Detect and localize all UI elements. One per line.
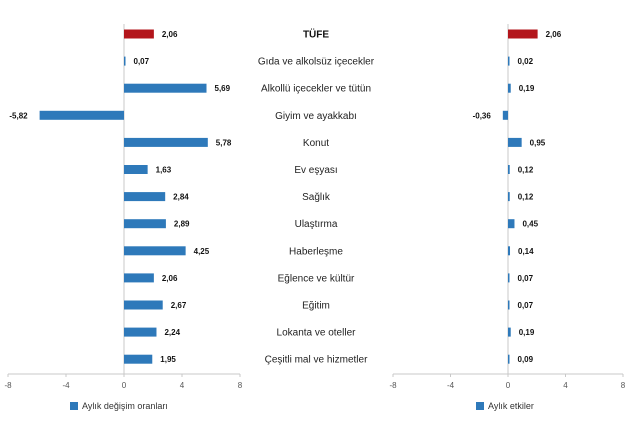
bar [124, 327, 157, 337]
bar [124, 29, 154, 39]
bar [124, 165, 148, 174]
bar [508, 354, 510, 364]
x-tick-label: 0 [122, 381, 127, 390]
data-label: 0,07 [134, 57, 150, 66]
data-label: 0,45 [522, 220, 538, 229]
x-tick-label: 8 [238, 381, 243, 390]
x-tick-label: -8 [4, 381, 12, 390]
data-label: 0,19 [519, 328, 535, 337]
bar [124, 137, 208, 147]
chart-right-panel: -8 -4 0 4 8 2,06 0,02 0,19 -0,36 0,95 0,12 0,12 0,45… [389, 24, 626, 390]
data-label: 0,12 [518, 193, 534, 202]
data-label: 0,02 [518, 57, 534, 66]
bar [124, 273, 154, 283]
x-tick-label: 4 [180, 381, 185, 390]
category-label: Giyim ve ayakkabı [275, 111, 357, 122]
legend-label: Aylık değişim oranları [82, 401, 168, 411]
bar [124, 56, 126, 66]
data-label: 0,07 [518, 301, 534, 310]
bar [508, 327, 511, 337]
category-label: Ulaştırma [295, 219, 338, 230]
x-tick-label: -4 [447, 381, 455, 390]
legend-swatch [476, 402, 484, 410]
bar [39, 110, 124, 120]
bar [508, 192, 510, 202]
bar [508, 29, 538, 39]
data-label: 0,14 [518, 247, 534, 256]
bar [508, 56, 510, 66]
data-label: 0,09 [518, 355, 534, 364]
data-label: 2,84 [173, 193, 189, 202]
bar [508, 219, 515, 229]
x-tick-label: -8 [389, 381, 397, 390]
data-label: 2,06 [546, 30, 562, 39]
data-label: 2,06 [162, 274, 178, 283]
bar [508, 273, 510, 283]
bar [124, 300, 163, 310]
category-label: Haberleşme [289, 246, 343, 257]
x-tick-label: 8 [621, 381, 626, 390]
data-label: 1,95 [160, 355, 176, 364]
x-tick-label: -4 [62, 381, 70, 390]
data-label: 5,78 [216, 138, 232, 147]
category-label: Gıda ve alkolsüz içecekler [258, 57, 375, 68]
x-tick-label: 0 [506, 381, 511, 390]
bar [124, 83, 207, 93]
data-label: 2,06 [162, 30, 178, 39]
data-label: 2,67 [171, 301, 187, 310]
category-label: TÜFE [303, 28, 329, 41]
data-label: 2,89 [174, 220, 190, 229]
category-label: Sağlık [302, 192, 331, 203]
chart-left-panel: -8 -4 0 4 8 2,06 0,07 5,69 -5,82 5,78 1,63 2,84 2,89… [4, 24, 243, 390]
category-label: Ev eşyası [294, 165, 337, 176]
bar [508, 300, 510, 310]
legend-label: Aylık etkiler [488, 401, 534, 411]
bar [124, 219, 166, 229]
data-label: 5,69 [215, 84, 231, 93]
category-labels: TÜFE Gıda ve alkolsüz içecekler Alkollü iç… [258, 28, 375, 366]
x-tick-label: 4 [563, 381, 568, 390]
data-label: 4,25 [194, 247, 210, 256]
data-label: 0,07 [518, 274, 534, 283]
data-label: 0,95 [530, 138, 546, 147]
data-label: 0,12 [518, 166, 534, 175]
data-label: -0,36 [473, 111, 492, 120]
category-label: Konut [303, 138, 329, 149]
bar [502, 110, 508, 120]
legends: Aylık değişim oranları Aylık etkiler [70, 401, 534, 411]
bar [508, 137, 522, 147]
bar [508, 165, 510, 174]
data-label: 1,63 [156, 166, 172, 175]
legend-swatch [70, 402, 78, 410]
bar [124, 246, 186, 256]
bar [124, 354, 153, 364]
bar [124, 192, 166, 202]
category-label: Lokanta ve oteller [277, 328, 357, 339]
bar [508, 246, 511, 256]
data-label: -5,82 [9, 111, 28, 120]
category-label: Eğlence ve kültür [278, 273, 355, 284]
bar [508, 83, 511, 93]
category-label: Eğitim [302, 301, 330, 312]
data-label: 0,19 [519, 84, 535, 93]
category-label: Çeşitli mal ve hizmetler [265, 355, 368, 366]
data-label: 2,24 [164, 328, 180, 337]
category-label: Alkollü içecekler ve tütün [261, 84, 371, 95]
